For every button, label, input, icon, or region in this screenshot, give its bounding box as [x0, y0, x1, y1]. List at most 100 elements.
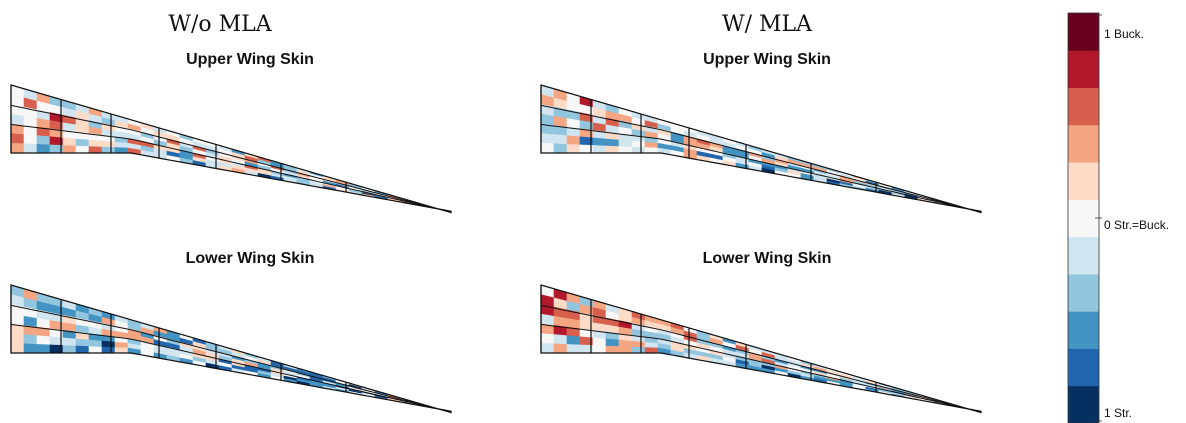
wing-cell — [10, 333, 25, 345]
wing-cell — [101, 146, 116, 154]
wing-stringer-line — [540, 304, 982, 413]
wing-skin-panel-right-upper — [540, 84, 982, 214]
wing-cell — [23, 134, 38, 145]
wing-cell — [10, 133, 25, 145]
wing-cell — [631, 340, 646, 348]
wing-stringer-line — [10, 304, 452, 413]
wing-cell — [101, 140, 116, 148]
colorbar-swatch — [1068, 236, 1099, 275]
colorbar — [1067, 12, 1102, 423]
wing-cell — [62, 345, 77, 354]
wing-cell — [592, 137, 607, 147]
wing-cell — [114, 141, 129, 149]
wing-cell — [618, 146, 633, 154]
wing-skin-panel-left-lower — [10, 284, 452, 414]
wing-cell — [605, 345, 620, 354]
wing-cell — [101, 340, 116, 348]
colorbar-label-buckling: 1 Buck. — [1104, 27, 1144, 41]
wing-cell — [101, 346, 116, 354]
wing-cell — [23, 334, 38, 345]
wing-cell — [114, 341, 129, 349]
wing-outline — [10, 84, 452, 214]
wing-skin-panel-right-lower — [540, 284, 982, 414]
wing-cell — [540, 342, 555, 354]
colorbar-label-zero: 0 Str.=Buck. — [1104, 218, 1169, 232]
wing-cell — [75, 345, 90, 354]
wing-stringer-line — [540, 323, 982, 413]
colorbar-swatch — [1068, 50, 1099, 89]
wing-cell — [36, 135, 51, 146]
wing-cell — [88, 139, 103, 148]
colorbar-swatch — [1068, 13, 1099, 51]
wing-cell — [62, 137, 77, 147]
wing-cell — [75, 338, 90, 347]
wing-cell — [10, 342, 25, 354]
colorbar-swatch — [1068, 199, 1099, 238]
colorbar-swatch — [1068, 273, 1099, 312]
wing-cell — [540, 313, 555, 326]
wing-cell — [540, 142, 555, 154]
wing-stringer-line — [540, 123, 982, 213]
wing-cell — [631, 346, 646, 354]
wing-cell — [62, 145, 77, 154]
wing-cell — [592, 345, 607, 354]
wing-cell — [566, 135, 581, 146]
wing-skin-panel-left-upper — [10, 84, 452, 214]
wing-stringer-line — [10, 104, 452, 213]
wing-cell — [566, 344, 581, 354]
colorbar-swatch — [1068, 162, 1099, 200]
wing-cell — [566, 144, 581, 154]
panel-title-left-lower: Lower Wing Skin — [186, 250, 315, 267]
wing-cell — [553, 143, 568, 154]
wing-cell — [618, 339, 633, 348]
wing-outline — [540, 84, 982, 214]
wing-cell — [10, 142, 25, 154]
wing-cell — [553, 134, 568, 145]
wing-stringer-line — [540, 104, 982, 213]
wing-cell — [88, 146, 103, 154]
colorbar-label-strength: 1 Str. — [1104, 406, 1132, 420]
wing-cell — [540, 113, 555, 126]
wing-cell — [88, 346, 103, 354]
wing-cell — [644, 141, 659, 149]
wing-cell — [75, 138, 90, 147]
wing-cell — [10, 113, 25, 126]
wing-cell — [605, 338, 620, 347]
wing-cell — [592, 337, 607, 347]
wing-cell — [553, 343, 568, 354]
wing-cell — [553, 334, 568, 345]
wing-cell — [36, 335, 51, 346]
panel-title-right-lower: Lower Wing Skin — [703, 250, 832, 267]
panel-title-left-upper: Upper Wing Skin — [186, 51, 314, 68]
wing-cell — [605, 145, 620, 154]
wing-cell — [644, 341, 659, 349]
wing-cell — [631, 146, 646, 154]
wing-cell — [618, 139, 633, 148]
wing-outline — [10, 284, 452, 414]
wing-stringer-line — [10, 123, 452, 213]
wing-outline — [540, 284, 982, 414]
colorbar-swatch — [1068, 87, 1099, 126]
wing-cell — [10, 313, 25, 326]
wing-cell — [592, 145, 607, 154]
wing-cell — [36, 344, 51, 354]
wing-cell — [644, 347, 659, 354]
wing-cell — [114, 347, 129, 354]
wing-cell — [114, 147, 129, 154]
wing-cell — [75, 145, 90, 154]
column-title-without-mla: W/o MLA — [168, 12, 272, 37]
wing-cell — [88, 339, 103, 348]
wing-cell — [631, 140, 646, 148]
wing-stringer-line — [10, 323, 452, 413]
wing-cell — [36, 144, 51, 154]
wing-cell — [540, 333, 555, 345]
wing-cell — [644, 147, 659, 154]
wing-cell — [62, 337, 77, 347]
panel-title-right-upper: Upper Wing Skin — [703, 51, 831, 68]
wing-cell — [605, 138, 620, 147]
wing-cell — [23, 343, 38, 354]
wing-cell — [23, 143, 38, 154]
colorbar-swatch — [1068, 348, 1099, 387]
colorbar-swatch — [1068, 311, 1099, 349]
